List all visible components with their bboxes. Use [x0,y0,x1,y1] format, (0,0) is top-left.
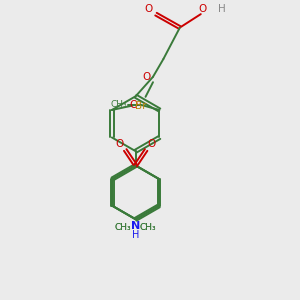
Text: CH₃: CH₃ [140,223,157,232]
Text: O: O [142,72,151,82]
Text: Br: Br [135,100,147,110]
Text: CH₃: CH₃ [115,223,131,232]
Text: O: O [147,139,156,149]
Text: N: N [131,221,140,231]
Text: CH₃: CH₃ [110,100,127,109]
Text: O: O [198,4,206,14]
Text: H: H [218,4,226,14]
Text: O: O [144,4,153,14]
Text: H: H [132,230,140,240]
Text: O: O [116,139,124,149]
Text: CH₃: CH₃ [140,223,157,232]
Text: CH₃: CH₃ [115,223,131,232]
Text: O: O [129,100,138,110]
